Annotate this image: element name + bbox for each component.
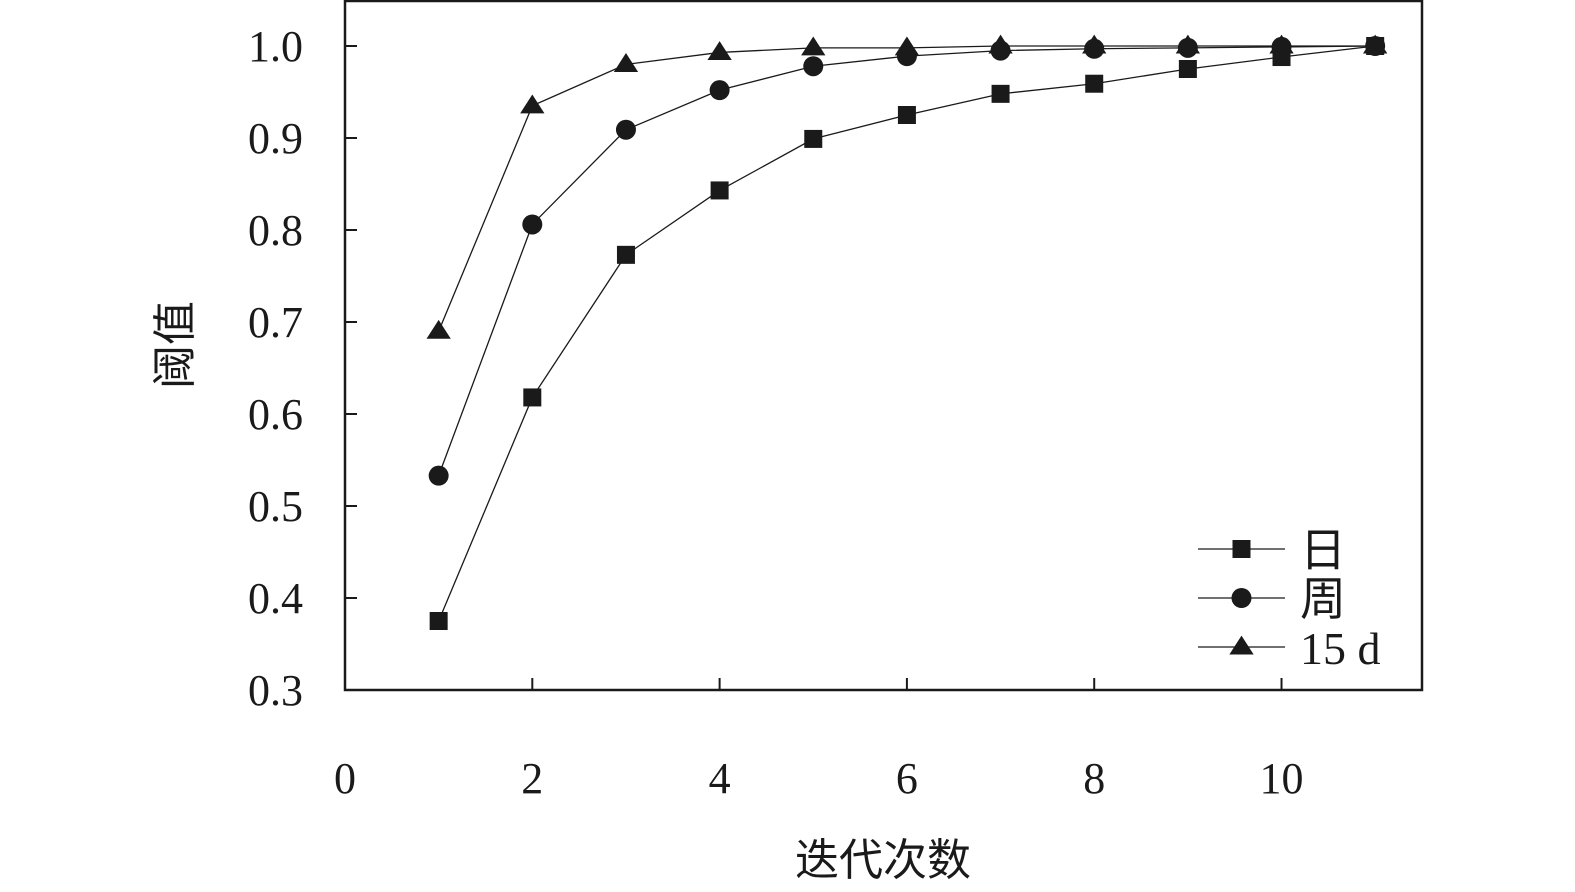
data-point-triangle: [801, 36, 826, 56]
plot-frame: [343, 0, 1424, 692]
axes: 0.3 0.4 0.5 0.6 0.7 0.8 0.9 1.0 0 2 4 6 8 10: [248, 22, 1304, 803]
data-point-triangle: [988, 34, 1013, 54]
data-point-triangle: [1082, 34, 1107, 54]
x-tick-label: 10: [1260, 754, 1304, 803]
legend-item: 周: [1198, 574, 1346, 625]
data-point-square: [1178, 60, 1197, 78]
data-point-square: [616, 245, 635, 264]
legend-square-marker: [1232, 540, 1251, 558]
data-point-square: [429, 612, 448, 630]
data-point-circle: [803, 56, 824, 77]
data-point-triangle: [1175, 34, 1201, 54]
x-tick-label: 4: [709, 754, 731, 803]
data-point-square: [804, 129, 823, 148]
x-tick-label: 6: [896, 754, 918, 803]
legend-label: 15 d: [1300, 623, 1381, 674]
data-point-triangle: [520, 94, 545, 114]
legend-triangle-marker: [1229, 635, 1254, 655]
data-point-triangle: [1363, 34, 1388, 54]
series-circle: [428, 36, 1386, 486]
y-tick-label: 0.4: [248, 574, 303, 623]
data-point-circle: [709, 80, 730, 101]
data-point-square: [523, 388, 542, 407]
series-triangle: [426, 34, 1388, 339]
data-point-square: [897, 106, 916, 124]
data-point-triangle: [426, 319, 451, 339]
x-axis-title: 迭代次数: [795, 835, 971, 886]
legend-item: 日: [1198, 525, 1346, 576]
plot-area: [343, 0, 1424, 692]
series-line: [438, 45, 1376, 332]
series-line: [438, 45, 1376, 622]
y-tick-label: 0.3: [248, 666, 303, 715]
series-group: [426, 34, 1388, 630]
y-tick-label: 1.0: [248, 22, 303, 71]
legend-circle-marker: [1231, 588, 1252, 608]
data-point-square: [710, 181, 729, 200]
data-point-triangle: [1269, 34, 1294, 54]
legend-label: 日: [1300, 525, 1346, 576]
x-tick-label: 0: [334, 754, 356, 803]
data-point-triangle: [707, 41, 732, 60]
y-axis-title: 阈值: [150, 301, 201, 389]
data-point-square: [1085, 74, 1104, 93]
x-tick-label: 2: [521, 754, 543, 803]
y-tick-label: 0.6: [248, 390, 303, 439]
data-point-triangle: [613, 53, 639, 72]
data-point-circle: [428, 465, 449, 486]
y-tick-label: 0.8: [248, 206, 303, 255]
data-point-square: [991, 84, 1010, 103]
legend-label: 周: [1300, 574, 1346, 625]
legend-item: 15 d: [1198, 623, 1381, 674]
y-tick-label: 0.5: [248, 482, 303, 531]
data-point-circle: [522, 214, 543, 235]
y-tick-label: 0.9: [248, 114, 303, 163]
data-point-circle: [615, 119, 636, 140]
x-tick-label: 8: [1083, 754, 1105, 803]
data-point-triangle: [894, 36, 920, 56]
y-tick-label: 0.7: [248, 298, 303, 347]
